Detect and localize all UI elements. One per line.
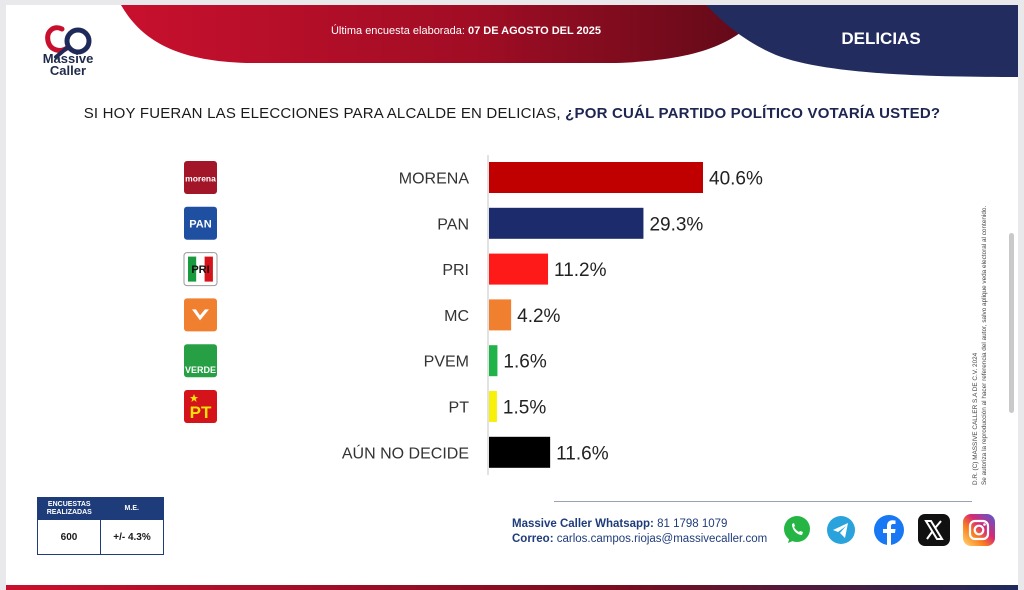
value-label: 11.2% xyxy=(554,260,607,281)
bar xyxy=(489,436,551,468)
legal-line-2: Se autoriza la reproducción al hacer ref… xyxy=(980,205,988,485)
city-name: DELICIAS xyxy=(841,29,921,48)
navy-banner-shape xyxy=(706,5,1018,77)
poll-question: SI HOY FUERAN LAS ELECCIONES PARA ALCALD… xyxy=(6,105,1018,122)
facebook-icon[interactable] xyxy=(872,513,906,547)
pan-logo-icon: PAN xyxy=(184,206,217,240)
bar xyxy=(489,162,703,193)
bar xyxy=(489,207,644,239)
instagram-icon[interactable] xyxy=(962,513,996,547)
telegram-icon[interactable] xyxy=(824,513,858,547)
party-logo-text: PAN xyxy=(189,218,211,230)
bar xyxy=(489,253,549,285)
category-label: PRI xyxy=(442,262,469,279)
x-icon[interactable] xyxy=(917,513,951,547)
pvem-logo-icon: VERDE xyxy=(184,344,217,378)
survey-date: Última encuesta elaborada: 07 DE AGOSTO … xyxy=(276,25,656,37)
scrollbar[interactable] xyxy=(1009,233,1014,413)
legal-line-1: D.R. (C) MASSIVE CALLER S.A DE C.V. 2024 xyxy=(972,352,979,485)
brand-line-2: Caller xyxy=(49,63,87,78)
contact-info: Massive Caller Whatsapp: 81 1798 1079 Co… xyxy=(512,517,767,547)
pt-logo-icon: PT xyxy=(184,390,217,423)
survey-date-value: 07 DE AGOSTO DEL 2025 xyxy=(467,25,602,37)
poll-card: Massive Caller Última encuesta elaborada… xyxy=(6,5,1018,585)
bar xyxy=(489,391,497,422)
bar xyxy=(489,345,498,377)
value-label: 4.2% xyxy=(517,306,560,327)
value-label: 11.6% xyxy=(556,443,609,464)
stats-header-surveys: ENCUESTAS REALIZADAS xyxy=(46,501,92,516)
party-logo-text: VERDE xyxy=(185,365,216,375)
category-label: PAN xyxy=(437,216,469,233)
value-label: 1.6% xyxy=(503,352,546,373)
value-label: 29.3% xyxy=(649,214,703,235)
legal-notice: D.R. (C) MASSIVE CALLER S.A DE C.V. 2024… xyxy=(972,125,1002,485)
survey-stats-table: ENCUESTAS REALIZADAS M.E. 600 +/- 4.3% xyxy=(37,497,164,555)
mc-logo-icon xyxy=(184,298,217,332)
party-logo-text: PT xyxy=(190,403,212,422)
morena-logo-icon: morena xyxy=(184,161,217,194)
party-logo-text: PRI xyxy=(191,264,209,276)
brand-name: Massive Caller xyxy=(36,51,100,78)
category-label: MORENA xyxy=(399,171,470,188)
email-address[interactable]: carlos.campos.riojas@massivecaller.com xyxy=(556,533,768,545)
category-label: PT xyxy=(449,400,470,417)
footer-strip xyxy=(6,585,1018,590)
massive-caller-logo-icon xyxy=(45,25,92,59)
stats-surveys-value: 600 xyxy=(60,531,78,543)
value-label: 40.6% xyxy=(709,169,763,190)
stats-margin-value: +/- 4.3% xyxy=(100,520,163,554)
category-label: AÚN NO DECIDE xyxy=(342,443,469,462)
survey-date-prefix: Última encuesta elaborada: xyxy=(330,25,465,37)
category-label: MC xyxy=(444,308,469,325)
value-label: 1.5% xyxy=(503,398,546,419)
stats-header-margin: M.E. xyxy=(124,505,139,512)
whatsapp-number[interactable]: 81 1798 1079 xyxy=(657,518,728,530)
question-part-2: ¿POR CUÁL PARTIDO POLÍTICO VOTARÍA USTED… xyxy=(565,105,941,122)
brand-line-1: Massive xyxy=(42,51,94,66)
category-label: PVEM xyxy=(424,354,469,371)
footer-divider xyxy=(554,501,972,502)
email-label: Correo: xyxy=(512,533,554,545)
header-banner xyxy=(121,5,1018,77)
red-banner-shape xyxy=(121,5,766,63)
bar xyxy=(489,299,512,331)
vote-intention-chart: MORENA 40.6% PAN 29.3% PRI 11.2% MC 4.2% PVEM 1.6… xyxy=(183,155,763,475)
party-logo-text: morena xyxy=(185,174,216,184)
pri-logo-icon: PRI xyxy=(183,252,218,287)
whatsapp-icon[interactable] xyxy=(780,513,814,547)
whatsapp-label: Massive Caller Whatsapp: xyxy=(512,518,654,530)
question-part-1: SI HOY FUERAN LAS ELECCIONES PARA ALCALD… xyxy=(83,105,561,122)
